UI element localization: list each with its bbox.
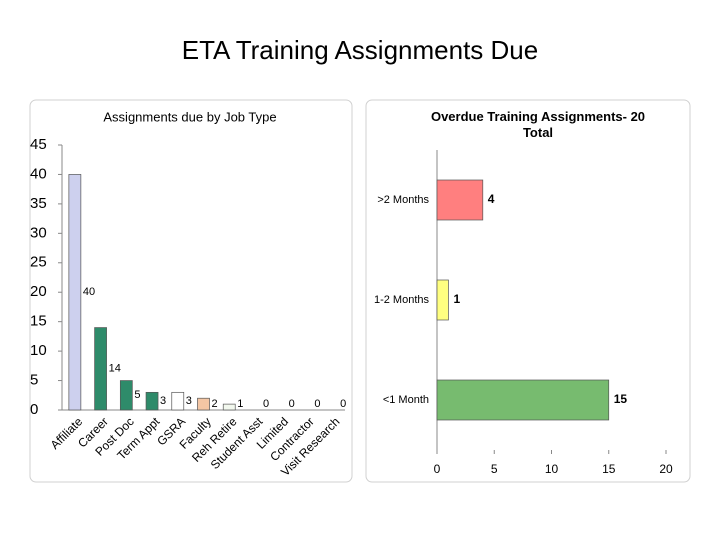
chart-title: Overdue Training Assignments- 20 Total xyxy=(431,109,645,140)
y-tick-label: 25 xyxy=(30,254,47,271)
bar xyxy=(94,327,107,411)
y-tick-label: 0 xyxy=(30,401,38,418)
y-tick-label: 10 xyxy=(30,342,47,359)
y-tick-label: 15 xyxy=(30,313,47,330)
bar xyxy=(197,397,210,411)
x-tick-label: 20 xyxy=(659,462,673,476)
bar xyxy=(68,174,82,411)
bar xyxy=(119,380,133,411)
data-label: 5 xyxy=(134,389,140,401)
y-tick-label: 45 xyxy=(30,136,47,153)
y-tick-label: 35 xyxy=(30,195,47,212)
data-label: 3 xyxy=(186,395,192,407)
y-tick-label: <1 Month xyxy=(383,394,429,406)
data-label: 0 xyxy=(289,398,295,410)
x-tick-label: 0 xyxy=(434,462,441,476)
bar xyxy=(171,391,185,411)
data-label: 4 xyxy=(488,192,495,206)
bar xyxy=(436,179,484,221)
bar xyxy=(145,391,159,411)
data-label: 14 xyxy=(109,363,121,375)
y-tick-label: 40 xyxy=(30,165,47,182)
right-panel xyxy=(365,99,691,483)
data-label: 3 xyxy=(160,395,166,407)
data-label: 0 xyxy=(263,398,269,410)
data-label: 1 xyxy=(453,292,460,306)
y-tick-label: 20 xyxy=(30,283,47,300)
bar xyxy=(222,403,236,411)
data-label: 2 xyxy=(212,398,218,410)
slide-title: ETA Training Assignments Due xyxy=(182,35,538,65)
data-label: 0 xyxy=(314,398,320,410)
y-tick-label: >2 Months xyxy=(377,194,429,206)
y-tick-label: 30 xyxy=(30,224,47,241)
data-label: 15 xyxy=(614,392,628,406)
data-label: 1 xyxy=(237,398,243,410)
data-label: 0 xyxy=(340,398,346,410)
x-tick-label: 15 xyxy=(602,462,616,476)
y-tick-label: 5 xyxy=(30,372,38,389)
chart-title: Assignments due by Job Type xyxy=(103,109,276,124)
data-label: 40 xyxy=(83,286,95,298)
x-tick-label: 5 xyxy=(491,462,498,476)
y-tick-label: 1-2 Months xyxy=(374,294,430,306)
left-panel xyxy=(29,99,353,483)
x-tick-label: 10 xyxy=(545,462,559,476)
bar xyxy=(436,279,449,321)
bar xyxy=(436,379,610,421)
